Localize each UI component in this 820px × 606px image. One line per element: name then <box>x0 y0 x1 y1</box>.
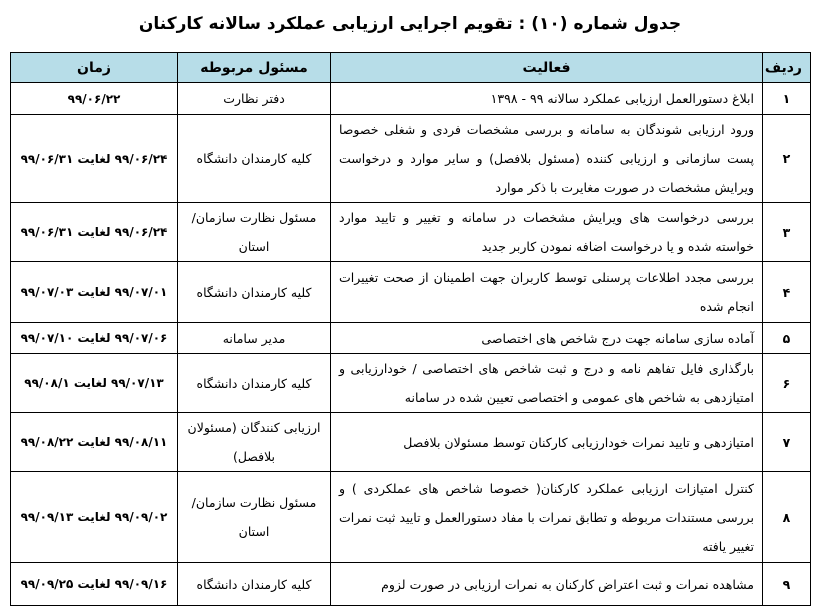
row-number-cell: ۸ <box>762 471 811 563</box>
row-number-cell: ۱ <box>762 82 811 115</box>
responsible-cell: کلیه کارمندان دانشگاه <box>177 114 331 203</box>
responsible-cell: ارزیابی کنندگان (مسئولان بلافصل) <box>177 412 331 472</box>
activity-cell: ابلاغ دستورالعمل ارزیابی عملکرد سالانه ۹… <box>330 82 763 115</box>
responsible-cell: کلیه کارمندان دانشگاه <box>177 562 331 606</box>
activity-cell: آماده سازی سامانه جهت درج شاخص های اختصا… <box>330 322 763 354</box>
table-row: ۶ بارگذاری فایل تفاهم نامه و درج و ثبت شا… <box>10 353 811 413</box>
activity-cell: بررسی درخواست های ویرایش مشخصات در سامان… <box>330 202 763 262</box>
row-number-cell: ۹ <box>762 562 811 606</box>
header-activity: فعالیت <box>330 52 763 83</box>
activity-cell: مشاهده نمرات و ثبت اعتراض کارکنان به نمر… <box>330 562 763 606</box>
row-number-cell: ۴ <box>762 261 811 323</box>
time-cell: ۹۹/۰۶/۲۴ لغایت ۹۹/۰۶/۳۱ <box>10 114 178 203</box>
responsible-cell: دفتر نظارت <box>177 82 331 115</box>
table-row: ۵ آماده سازی سامانه جهت درج شاخص های اختص… <box>10 322 811 354</box>
row-number-cell: ۲ <box>762 114 811 203</box>
row-number-cell: ۳ <box>762 202 811 262</box>
table-row: ۱ ابلاغ دستورالعمل ارزیابی عملکرد سالانه … <box>10 82 811 115</box>
responsible-cell: مسئول نظارت سازمان/ استان <box>177 471 331 563</box>
table-row: ۹ مشاهده نمرات و ثبت اعتراض کارکنان به نم… <box>10 562 811 606</box>
time-cell: ۹۹/۰۷/۱۳ لغایت ۹۹/۰۸/۱ <box>10 353 178 413</box>
activity-cell: امتیازدهی و تایید نمرات خودارزیابی کارکن… <box>330 412 763 472</box>
header-time: زمان <box>10 52 178 83</box>
time-cell: ۹۹/۰۷/۰۱ لغایت ۹۹/۰۷/۰۳ <box>10 261 178 323</box>
time-cell: ۹۹/۰۸/۱۱ لغایت ۹۹/۰۸/۲۲ <box>10 412 178 472</box>
activity-cell: بررسی مجدد اطلاعات پرسنلی توسط کاربران ج… <box>330 261 763 323</box>
time-cell: ۹۹/۰۹/۱۶ لغایت ۹۹/۰۹/۲۵ <box>10 562 178 606</box>
table-row: ۸ کنترل امتیازات ارزیابی عملکرد کارکنان( … <box>10 471 811 563</box>
header-responsible: مسئول مربوطه <box>177 52 331 83</box>
table-row: ۷ امتیازدهی و تایید نمرات خودارزیابی کارک… <box>10 412 811 472</box>
table-row: ۳ بررسی درخواست های ویرایش مشخصات در ساما… <box>10 202 811 262</box>
table-row: ۲ ورود ارزیابی شوندگان به سامانه و بررسی … <box>10 114 811 203</box>
responsible-cell: کلیه کارمندان دانشگاه <box>177 261 331 323</box>
time-cell: ۹۹/۰۶/۲۴ لغایت ۹۹/۰۶/۳۱ <box>10 202 178 262</box>
header-row: ردیف فعالیت مسئول مربوطه زمان <box>10 52 811 83</box>
time-cell: ۹۹/۰۹/۰۲ لغایت ۹۹/۰۹/۱۳ <box>10 471 178 563</box>
row-number-cell: ۶ <box>762 353 811 413</box>
header-row-number: ردیف <box>762 52 811 83</box>
responsible-cell: مسئول نظارت سازمان/استان <box>177 202 331 262</box>
time-cell: ۹۹/۰۷/۰۶ لغایت ۹۹/۰۷/۱۰ <box>10 322 178 354</box>
activity-cell: کنترل امتیازات ارزیابی عملکرد کارکنان( خ… <box>330 471 763 563</box>
table-row: ۴ بررسی مجدد اطلاعات پرسنلی توسط کاربران … <box>10 261 811 323</box>
responsible-cell: مدیر سامانه <box>177 322 331 354</box>
row-number-cell: ۷ <box>762 412 811 472</box>
schedule-table: ردیف فعالیت مسئول مربوطه زمان ۱ ابلاغ دست… <box>10 52 811 606</box>
activity-cell: بارگذاری فایل تفاهم نامه و درج و ثبت شاخ… <box>330 353 763 413</box>
responsible-cell: کلیه کارمندان دانشگاه <box>177 353 331 413</box>
activity-cell: ورود ارزیابی شوندگان به سامانه و بررسی م… <box>330 114 763 203</box>
time-cell: ۹۹/۰۶/۲۲ <box>10 82 178 115</box>
row-number-cell: ۵ <box>762 322 811 354</box>
table-title: جدول شماره (۱۰) : تقویم اجرایی ارزیابی ع… <box>138 14 682 34</box>
